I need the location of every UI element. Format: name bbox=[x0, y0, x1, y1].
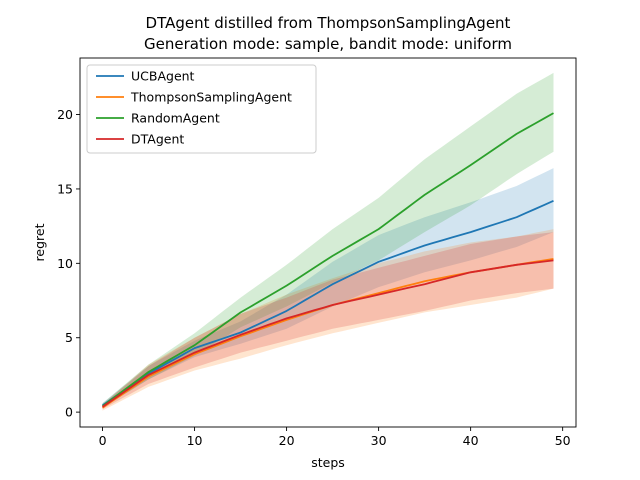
x-tick-label: 30 bbox=[371, 433, 387, 448]
x-tick-label: 40 bbox=[463, 433, 479, 448]
y-axis-label: regret bbox=[32, 223, 47, 261]
y-axis: 0 5 10 15 20 bbox=[57, 107, 80, 420]
randomagent-legend-label: RandomAgent bbox=[131, 111, 220, 126]
y-tick-label: 5 bbox=[65, 330, 73, 345]
y-tick-label: 20 bbox=[57, 107, 73, 122]
dtagent-band bbox=[102, 232, 554, 410]
series-lines bbox=[101, 112, 554, 409]
y-tick-label: 10 bbox=[57, 256, 73, 271]
chart-title: DTAgent distilled from ThompsonSamplingA… bbox=[146, 14, 511, 32]
legend-box bbox=[86, 64, 317, 154]
y-tick-label: 15 bbox=[57, 181, 73, 196]
randomagent-line bbox=[101, 112, 554, 407]
randomagent-band bbox=[102, 72, 554, 408]
x-tick-label: 20 bbox=[279, 433, 295, 448]
legend: UCBAgent ThompsonSamplingAgent RandomAgent… bbox=[86, 64, 317, 154]
x-axis: 0 10 20 30 40 50 bbox=[99, 427, 571, 448]
ucbagent-line bbox=[101, 199, 554, 407]
x-tick-label: 50 bbox=[555, 433, 571, 448]
ucbagent-legend-label: UCBAgent bbox=[131, 69, 195, 84]
dtagent-legend-label: DTAgent bbox=[131, 132, 184, 147]
chart-subtitle: Generation mode: sample, bandit mode: un… bbox=[144, 35, 512, 53]
x-tick-label: 10 bbox=[187, 433, 203, 448]
plot-frame bbox=[79, 57, 577, 428]
y-tick-label: 0 bbox=[65, 405, 73, 420]
ucbagent-band bbox=[102, 168, 554, 408]
thompsonsamplingagent-band bbox=[102, 229, 554, 411]
thompsonsamplingagent-legend-label: ThompsonSamplingAgent bbox=[130, 90, 292, 105]
dtagent-line bbox=[101, 259, 554, 408]
x-tick-label: 0 bbox=[99, 433, 107, 448]
confidence-bands bbox=[102, 72, 554, 411]
x-axis-label: steps bbox=[311, 455, 345, 470]
